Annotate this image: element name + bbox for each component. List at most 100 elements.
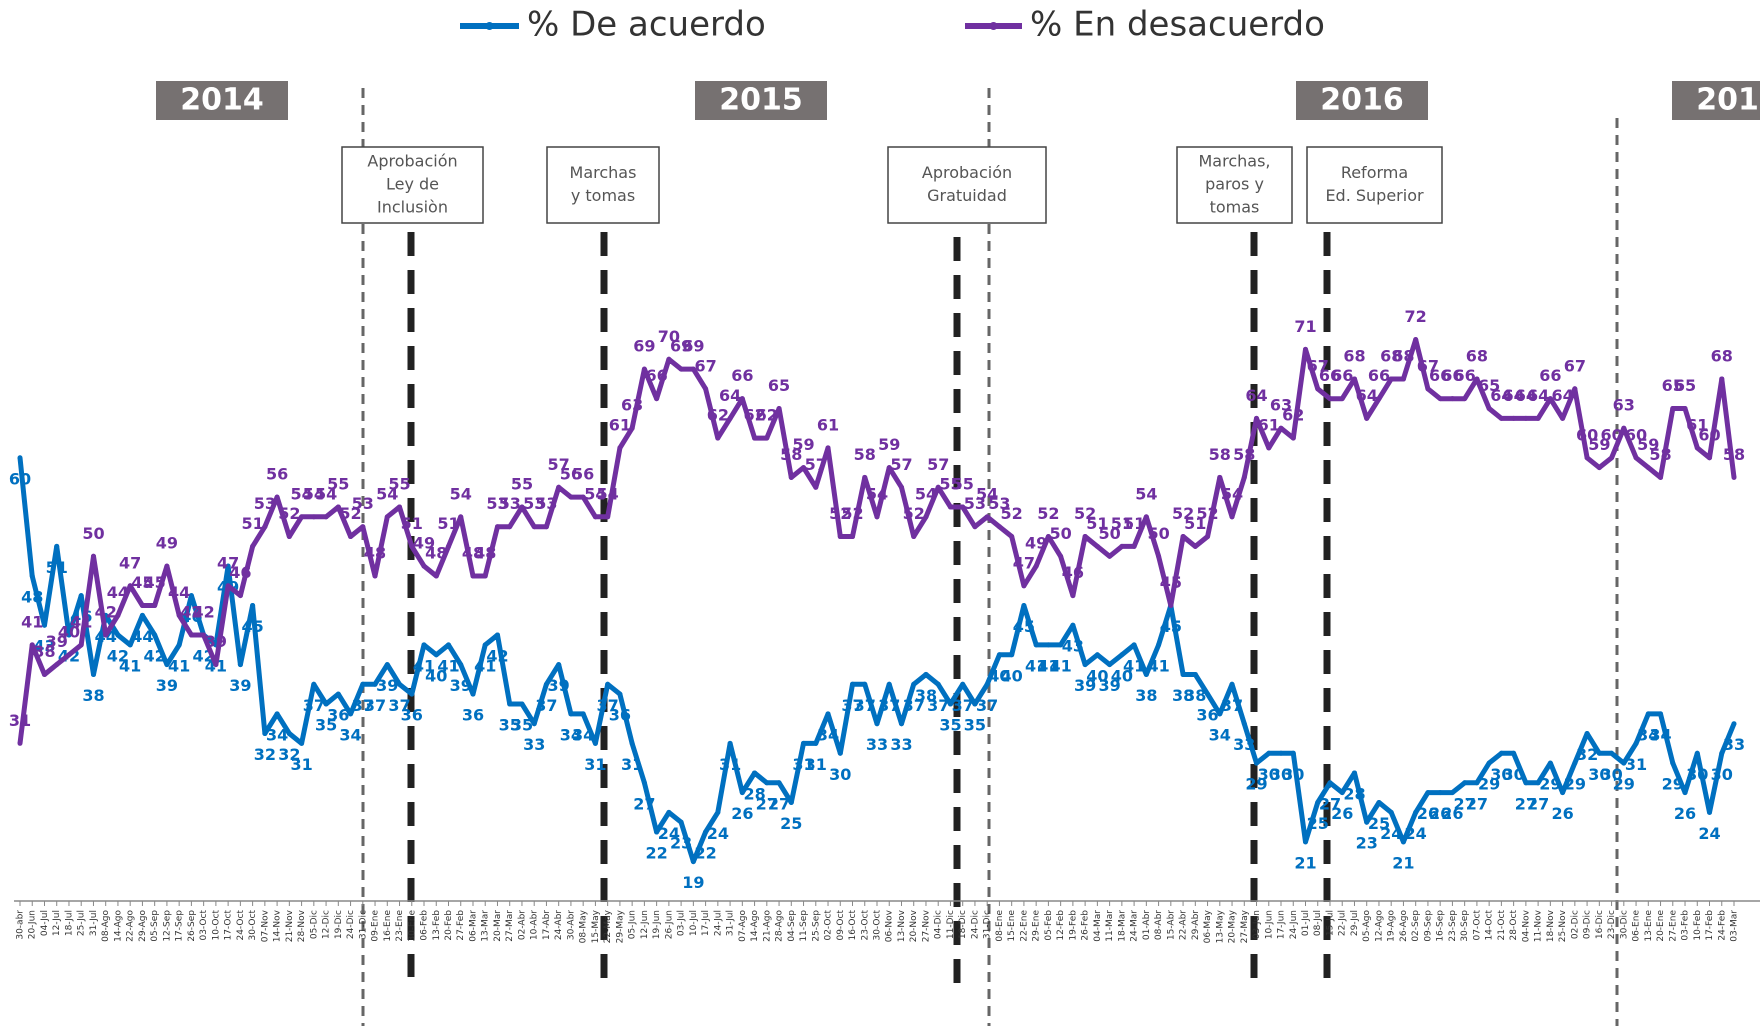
- x-tick-label: 26-Sep: [187, 910, 197, 942]
- data-label: 48: [21, 587, 43, 606]
- data-point: [1511, 415, 1517, 421]
- data-point: [1229, 681, 1235, 687]
- data-point: [935, 681, 941, 687]
- x-tick-label: 20-Nov: [909, 909, 919, 942]
- data-label: 21: [1392, 853, 1414, 872]
- data-point: [29, 642, 35, 648]
- data-label: 62: [707, 406, 729, 425]
- year-box: [695, 81, 827, 120]
- x-tick-label: 05-Ago: [1362, 910, 1372, 942]
- data-label: 49: [156, 534, 178, 553]
- data-label: 29: [1539, 775, 1561, 794]
- data-label: 26: [1417, 804, 1439, 823]
- x-tick-label: 07-Oct: [1472, 910, 1482, 941]
- data-point: [225, 583, 231, 589]
- x-tick-label: 28-Nov: [297, 909, 307, 942]
- data-point: [1033, 642, 1039, 648]
- data-point: [1474, 780, 1480, 786]
- x-tick-label: 19-Dic: [334, 910, 344, 939]
- data-point: [1131, 642, 1137, 648]
- data-point: [1315, 386, 1321, 392]
- x-tick-label: 09-Dic: [1583, 910, 1593, 939]
- data-point: [1596, 465, 1602, 471]
- data-label: 41: [1147, 656, 1169, 675]
- data-point: [1645, 465, 1651, 471]
- data-point: [1070, 593, 1076, 599]
- x-tick-label: 19-Feb: [1068, 910, 1078, 941]
- data-point: [127, 642, 133, 648]
- data-label: 66: [1454, 366, 1476, 385]
- data-label: 40: [58, 622, 80, 641]
- data-label: 58: [780, 445, 802, 464]
- x-tick-label: 23-Dic: [1607, 910, 1617, 939]
- data-label: 50: [82, 524, 104, 543]
- year-label: 2016: [1320, 83, 1404, 118]
- data-point: [1082, 534, 1088, 540]
- data-label: 66: [645, 366, 667, 385]
- x-tick-label: 24-Dic: [970, 910, 980, 939]
- data-label: 22: [694, 844, 716, 863]
- x-tick-label: 24-Dic: [346, 910, 356, 939]
- annotation-box: [546, 146, 660, 224]
- data-point: [1339, 396, 1345, 402]
- x-tick-label: 12-Jun: [640, 910, 650, 939]
- data-point: [1021, 603, 1027, 608]
- data-point: [482, 642, 488, 648]
- data-label: 33: [1723, 735, 1745, 754]
- data-point: [850, 534, 856, 540]
- data-label: 24: [707, 824, 729, 843]
- data-point: [886, 681, 892, 687]
- x-tick-label: 08-Ago: [101, 910, 111, 942]
- data-label: 41: [1025, 656, 1047, 675]
- data-label: 30: [1270, 765, 1292, 784]
- x-tick-label: 20-May: [1228, 909, 1238, 943]
- annotation-box: [341, 146, 484, 224]
- x-tick-label: 04-Sep: [787, 910, 797, 942]
- x-tick-label: 23-Ene: [395, 910, 405, 942]
- x-tick-label: 22-Jul: [1338, 910, 1348, 936]
- data-point: [311, 681, 317, 687]
- data-label: 30: [1588, 765, 1610, 784]
- data-label: 46: [1062, 563, 1084, 582]
- data-point: [458, 662, 464, 668]
- data-point: [1633, 455, 1639, 461]
- data-label: 63: [621, 396, 643, 415]
- data-point: [641, 780, 647, 786]
- data-point: [1205, 534, 1211, 540]
- data-point: [421, 642, 427, 648]
- data-point: [1156, 642, 1162, 648]
- data-point: [801, 465, 807, 471]
- data-label: 51: [1123, 514, 1145, 533]
- data-point: [1278, 425, 1284, 431]
- data-point: [1021, 583, 1027, 589]
- data-label: 64: [1356, 386, 1378, 405]
- x-tick-label: 12-Feb: [1056, 910, 1066, 941]
- data-label: 42: [486, 647, 508, 666]
- data-label: 58: [1649, 445, 1671, 464]
- data-label: 41: [437, 656, 459, 675]
- data-label: 32: [254, 745, 276, 764]
- data-label: 30: [1686, 765, 1708, 784]
- x-tick-label: 18-Mar: [1117, 910, 1127, 942]
- data-label: 41: [1037, 656, 1059, 675]
- data-label: 52: [278, 504, 300, 523]
- x-tick-label: 29-Jul: [1350, 910, 1360, 936]
- data-point: [494, 524, 500, 530]
- data-label: 59: [1637, 435, 1659, 454]
- annotation-text: paros y: [1205, 175, 1264, 194]
- data-label: 64: [1515, 386, 1537, 405]
- x-tick-label: 16-Ene: [383, 910, 393, 942]
- data-label: 30: [1258, 765, 1280, 784]
- data-label: 54: [303, 484, 325, 503]
- data-point: [1425, 386, 1431, 392]
- data-point: [898, 484, 904, 490]
- annotation-text: Marchas,: [1199, 152, 1271, 171]
- data-label: 31: [1625, 755, 1647, 774]
- data-point: [788, 800, 794, 805]
- legend-marker: [989, 22, 998, 30]
- data-label: 26: [1331, 804, 1353, 823]
- data-label: 42: [107, 647, 129, 666]
- data-point: [409, 543, 415, 549]
- data-label: 55: [388, 475, 410, 494]
